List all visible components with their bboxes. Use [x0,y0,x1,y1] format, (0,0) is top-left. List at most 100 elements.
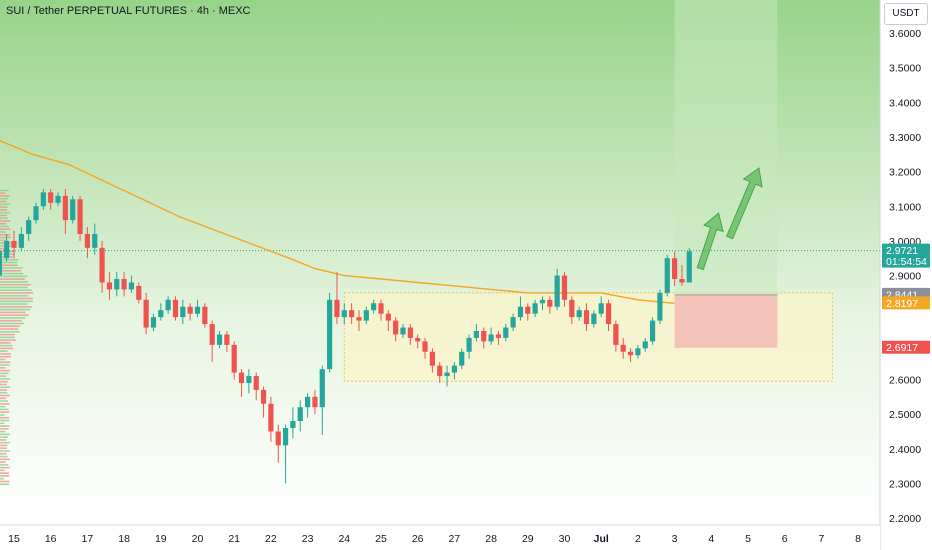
candle-down [121,279,127,290]
candle-down [437,365,443,377]
candle-up [158,310,164,318]
y-tick-label: 2.9000 [889,271,921,283]
candle-up [4,240,10,259]
volume-profile-bar [0,355,11,358]
volume-profile-bar [0,400,9,402]
volume-profile-bar [0,367,6,369]
volume-profile-bar [0,314,29,316]
price-tag [882,340,930,354]
candle-up [114,279,120,290]
candle-down [583,310,590,325]
volume-profile-bar [0,475,10,477]
x-tick-label: Jul [594,533,609,545]
candle-down [525,306,531,314]
candle-down [613,324,619,345]
candle-up [642,341,648,349]
candle-down [547,299,553,307]
y-tick-label: 2.3000 [889,478,921,490]
candle-down [143,299,149,328]
volume-profile-bar [0,319,22,322]
volume-profile-bar [0,308,30,311]
volume-profile-bar [0,275,28,278]
volume-profile-bar [0,195,10,197]
volume-profile-bar [0,189,9,192]
volume-profile-bar [0,411,10,413]
volume-profile-bar [0,220,11,222]
candle-up [26,220,32,234]
candle-down [260,389,267,404]
x-tick-label: 2 [635,533,641,545]
candle-up [539,299,546,304]
volume-profile-bar [0,441,10,444]
candle-up [503,327,509,338]
volume-profile-bar [0,344,13,347]
candle-up [532,303,538,314]
volume-profile-bar [0,452,7,455]
volume-profile-bar [0,228,11,231]
volume-profile-bar [0,353,12,355]
volume-profile-bar [0,447,7,450]
x-tick-label: 19 [155,533,167,545]
volume-profile-bar [0,258,19,261]
volume-profile-bar [0,428,9,430]
price-tag-countdown: 01:54:54 [886,256,927,268]
volume-profile-bar [0,239,7,242]
volume-profile-bar [0,203,11,206]
volume-profile-bar [0,477,5,480]
candle-up [517,306,524,318]
volume-profile-bar [0,317,26,319]
candle-down [202,306,208,325]
y-tick-label: 2.5000 [889,409,921,421]
y-tick-label: 3.3000 [889,132,921,144]
volume-profile-bar [0,231,6,233]
candle-down [407,327,413,338]
candle-down [349,310,355,318]
price-tag [882,243,930,268]
volume-profile-bar [0,364,10,366]
candle-down [627,351,634,356]
candle-up [55,195,61,203]
candle-down [268,403,274,432]
candle-up [657,292,663,321]
candle-down [415,337,421,342]
candle-up [363,310,369,321]
candle-down [77,199,83,234]
volume-profile-bar [0,380,8,383]
candle-down [429,351,435,366]
candle-down [334,299,340,318]
x-tick-label: 30 [559,533,571,545]
candle-up [319,369,325,408]
volume-profile-bar [0,347,14,350]
volume-profile-bar [0,206,8,208]
x-tick-label: 20 [192,533,204,545]
candle-down [605,303,612,325]
candle-up [216,334,223,345]
volume-profile-bar [0,386,11,389]
candle-up [194,306,201,314]
candle-down [99,247,105,283]
volume-profile-bar [0,197,9,200]
x-tick-label: 23 [302,533,314,545]
candle-down [672,258,678,280]
volume-profile-bar [0,383,7,386]
y-tick-label: 3.5000 [889,63,921,75]
candle-down [679,279,685,283]
volume-profile-bar [0,264,18,267]
candle-down [238,372,245,383]
x-tick-label: 25 [375,533,387,545]
price-axis [880,0,932,550]
volume-profile-bar [0,311,26,314]
candle-down [275,431,281,446]
volume-profile-bar [0,458,10,461]
candle-up [466,337,472,352]
candle-down [209,324,215,345]
candle-down [172,299,179,318]
volume-profile-bar [0,222,7,225]
currency-unit-button[interactable]: USDT [884,3,928,25]
volume-profile-bar [0,394,10,397]
volume-profile-bar [0,408,9,411]
volume-profile-bar [0,306,32,308]
volume-profile-bar [0,297,34,300]
